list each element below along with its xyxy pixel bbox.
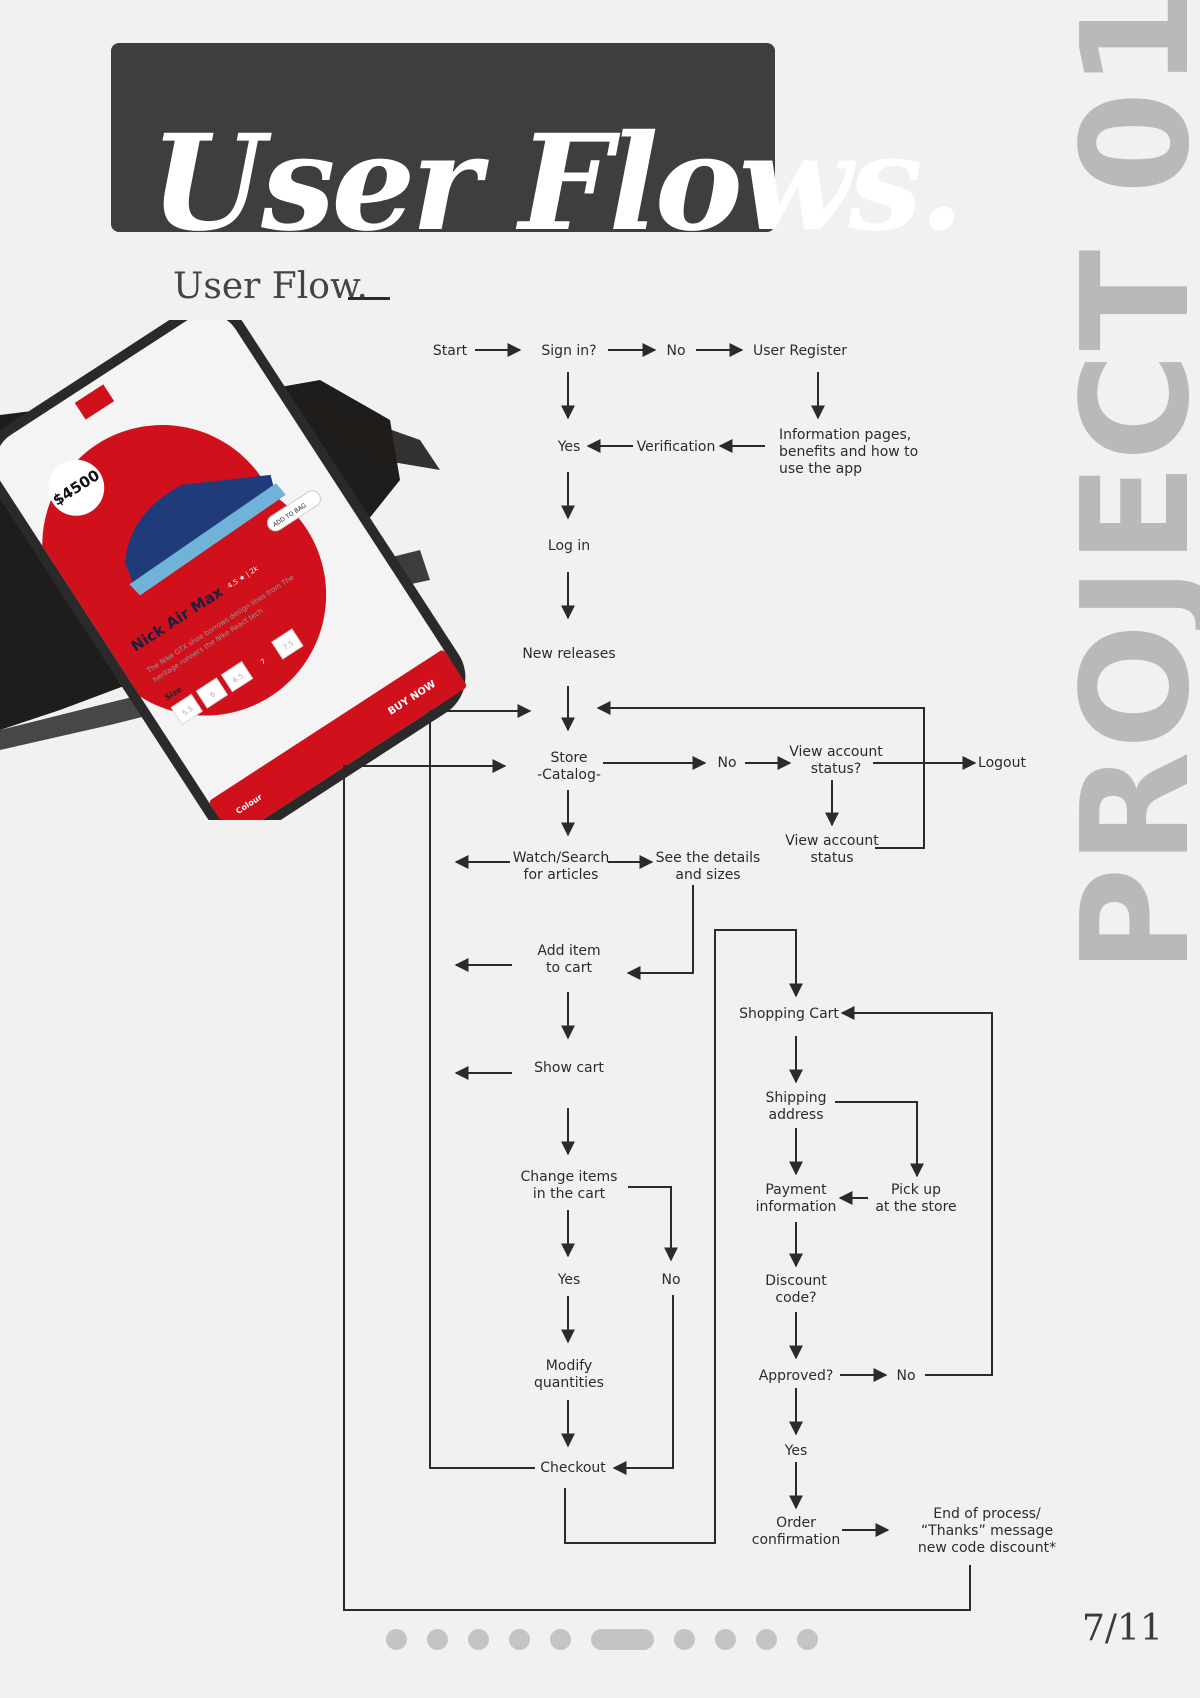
- node-verification: Verification: [637, 439, 716, 455]
- node-add-item-1: Add item: [537, 943, 600, 959]
- add-to-bag-button[interactable]: [264, 488, 323, 534]
- node-watch-search-1: Watch/Search: [513, 850, 609, 866]
- node-checkout: Checkout: [540, 1460, 606, 1476]
- size-option[interactable]: [195, 677, 229, 709]
- node-shipping-1: Shipping: [765, 1090, 826, 1106]
- size-option[interactable]: [271, 628, 304, 660]
- node-log-in: Log in: [548, 538, 590, 554]
- node-user-register: User Register: [753, 343, 847, 359]
- size-option-label: 7: [259, 657, 267, 666]
- pager-dot[interactable]: [468, 1629, 489, 1650]
- node-change-items-2: in the cart: [533, 1186, 606, 1202]
- node-end-1: End of process/: [933, 1506, 1041, 1522]
- node-modify-qty-2: quantities: [534, 1375, 604, 1391]
- node-new-releases: New releases: [522, 646, 615, 662]
- pager-dot[interactable]: [715, 1629, 736, 1650]
- node-no-catalog: No: [717, 755, 736, 771]
- node-yes-change: Yes: [557, 1272, 581, 1288]
- buy-now-bar: [209, 650, 467, 820]
- node-discount-2: code?: [775, 1290, 816, 1306]
- node-no-change: No: [661, 1272, 680, 1288]
- node-pick-up-1: Pick up: [891, 1182, 941, 1198]
- node-sign-in: Sign in?: [541, 343, 596, 359]
- section-subtitle: User Flow.: [173, 266, 368, 307]
- node-see-details-1: See the details: [656, 850, 761, 866]
- node-view-status-q-1: View account: [789, 744, 883, 760]
- node-view-status-2: status: [810, 850, 853, 866]
- node-payment-2: information: [756, 1199, 837, 1215]
- node-info-pages-3: use the app: [779, 461, 862, 477]
- node-shipping-2: address: [768, 1107, 823, 1123]
- node-logout: Logout: [978, 755, 1026, 771]
- node-discount-1: Discount: [765, 1273, 827, 1289]
- size-options[interactable]: 5.5 6 6.5 7 7.5: [170, 628, 304, 725]
- flow-connectors: [343, 343, 993, 1611]
- node-pick-up-2: at the store: [875, 1199, 956, 1215]
- page-indicator[interactable]: [386, 1629, 818, 1650]
- pager-dot[interactable]: [797, 1629, 818, 1650]
- node-order-2: confirmation: [752, 1532, 841, 1548]
- node-view-status-q-2: status?: [811, 761, 861, 777]
- node-show-cart: Show cart: [534, 1060, 604, 1076]
- node-no-approved: No: [896, 1368, 915, 1384]
- node-order-1: Order: [776, 1515, 816, 1531]
- node-add-item-2: to cart: [546, 960, 593, 976]
- rating-badge: [216, 556, 269, 597]
- node-store-2: -Catalog-: [537, 767, 601, 783]
- page-number: 7/11: [1082, 1608, 1163, 1649]
- node-change-items-1: Change items: [521, 1169, 618, 1185]
- flow-nodes: Start Sign in? No User Register Informat…: [433, 343, 1056, 1556]
- size-option[interactable]: [220, 661, 254, 693]
- pager-dot-active[interactable]: [591, 1629, 654, 1650]
- page-title: User Flows.: [150, 106, 965, 261]
- node-start: Start: [433, 343, 468, 359]
- shoe-icon: [125, 474, 286, 596]
- node-view-status-1: View account: [785, 833, 879, 849]
- node-info-pages-1: Information pages,: [779, 427, 911, 443]
- pager-dot[interactable]: [756, 1629, 777, 1650]
- pager-dot[interactable]: [427, 1629, 448, 1650]
- node-yes-approved: Yes: [784, 1443, 808, 1459]
- subtitle-underline: [348, 297, 390, 300]
- title-background: [111, 43, 775, 232]
- node-payment-1: Payment: [765, 1182, 827, 1198]
- size-option[interactable]: [170, 693, 203, 725]
- node-no-signin: No: [666, 343, 685, 359]
- size-option-selected[interactable]: [246, 645, 278, 676]
- pager-dot[interactable]: [674, 1629, 695, 1650]
- node-store-1: Store: [550, 750, 587, 766]
- node-yes-signin: Yes: [557, 439, 581, 455]
- node-end-2: “Thanks” message: [921, 1523, 1053, 1539]
- pager-dot[interactable]: [550, 1629, 571, 1650]
- node-modify-qty-1: Modify: [546, 1358, 592, 1374]
- node-info-pages-2: benefits and how to: [779, 444, 918, 460]
- brand-logo: [74, 384, 115, 420]
- node-shopping-cart: Shopping Cart: [739, 1006, 839, 1022]
- node-watch-search-2: for articles: [524, 867, 599, 883]
- size-option-label: 6: [209, 690, 218, 699]
- pager-dot[interactable]: [509, 1629, 530, 1650]
- node-approved: Approved?: [759, 1368, 834, 1384]
- price-bubble: [48, 459, 105, 516]
- node-see-details-2: and sizes: [675, 867, 740, 883]
- phone-mockup: $4500 ADD TO BAG Nick Air Max 4.5 ★ | 2k…: [0, 320, 467, 820]
- node-end-3: new code discount*: [918, 1540, 1056, 1556]
- pager-dot[interactable]: [386, 1629, 407, 1650]
